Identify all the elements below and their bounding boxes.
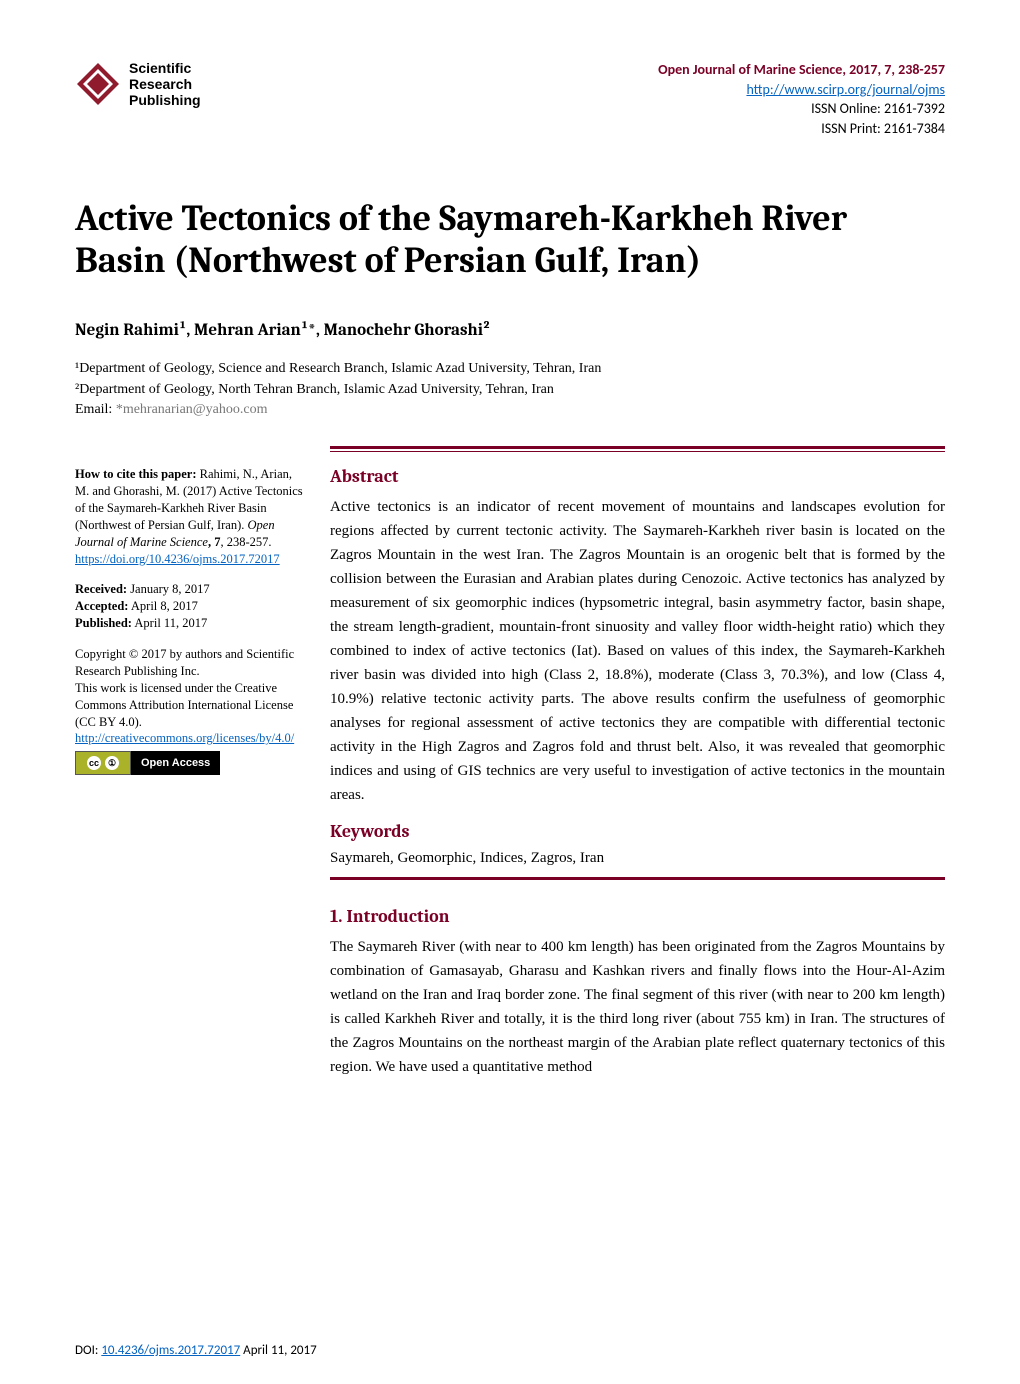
- dates-block: Received: January 8, 2017 Accepted: Apri…: [75, 581, 308, 632]
- open-access-badge: cc ① Open Access: [75, 751, 308, 775]
- citation-block: How to cite this paper: Rahimi, N., Aria…: [75, 466, 308, 567]
- by-circle-icon: ①: [105, 756, 119, 770]
- affiliation-2: ²Department of Geology, North Tehran Bra…: [75, 379, 945, 400]
- section-rule-top-thick: [330, 446, 945, 449]
- footer-doi-link[interactable]: 10.4236/ojms.2017.72017: [101, 1343, 240, 1358]
- cc-by-icon: cc ①: [75, 751, 131, 775]
- introduction-section: 1. Introduction The Saymareh River (with…: [330, 906, 945, 1079]
- publisher-name: Scientific Research Publishing: [129, 60, 201, 108]
- section-rule-bottom: [330, 877, 945, 880]
- journal-url-link[interactable]: http://www.scirp.org/journal/ojms: [746, 81, 945, 98]
- copyright-block: Copyright © 2017 by authors and Scientif…: [75, 646, 308, 775]
- section-rule-top-thin: [330, 451, 945, 452]
- footer-doi-label: DOI:: [75, 1343, 101, 1358]
- footer-date: April 11, 2017: [240, 1343, 316, 1358]
- sidebar: How to cite this paper: Rahimi, N., Aria…: [75, 466, 308, 867]
- intro-text: The Saymareh River (with near to 400 km …: [330, 935, 945, 1079]
- received-value: January 8, 2017: [127, 582, 210, 596]
- publisher-logo: Scientific Research Publishing: [75, 60, 201, 108]
- issn-print: ISSN Print: 2161-7384: [658, 119, 945, 139]
- abstract-text: Active tectonics is an indicator of rece…: [330, 495, 945, 807]
- affiliation-1: ¹Department of Geology, Science and Rese…: [75, 358, 945, 379]
- published-value: April 11, 2017: [132, 616, 207, 630]
- keywords-text: Saymareh, Geomorphic, Indices, Zagros, I…: [330, 850, 945, 867]
- corresponding-email: Email: *mehranarian@yahoo.com: [75, 402, 945, 418]
- page-header: Scientific Research Publishing Open Jour…: [75, 60, 945, 138]
- received-label: Received:: [75, 582, 127, 596]
- published-label: Published:: [75, 616, 132, 630]
- author-list: Negin Rahimi¹, Mehran Arian¹*, Manochehr…: [75, 321, 945, 340]
- cc-circle-icon: cc: [87, 756, 101, 770]
- license-text: This work is licensed under the Creative…: [75, 680, 308, 731]
- content-columns: How to cite this paper: Rahimi, N., Aria…: [75, 466, 945, 867]
- issn-online: ISSN Online: 2161-7392: [658, 99, 945, 119]
- page-footer: DOI: 10.4236/ojms.2017.72017 April 11, 2…: [75, 1343, 317, 1358]
- logo-line2: Research: [129, 76, 201, 92]
- journal-citation: Open Journal of Marine Science, 2017, 7,…: [658, 60, 945, 80]
- email-value: *mehranarian@yahoo.com: [116, 402, 268, 417]
- email-label: Email:: [75, 402, 112, 417]
- intro-heading: 1. Introduction: [330, 906, 945, 927]
- keywords-heading: Keywords: [330, 821, 945, 842]
- main-column: Abstract Active tectonics is an indicato…: [330, 466, 945, 867]
- open-access-label: Open Access: [131, 751, 220, 775]
- abstract-heading: Abstract: [330, 466, 945, 487]
- accepted-label: Accepted:: [75, 599, 128, 613]
- cite-label: How to cite this paper:: [75, 467, 197, 481]
- logo-line1: Scientific: [129, 60, 201, 76]
- logo-line3: Publishing: [129, 92, 201, 108]
- copyright-text: Copyright © 2017 by authors and Scientif…: [75, 646, 308, 680]
- doi-link[interactable]: https://doi.org/10.4236/ojms.2017.72017: [75, 552, 280, 566]
- srp-logo-icon: [75, 61, 121, 107]
- license-url-link[interactable]: http://creativecommons.org/licenses/by/4…: [75, 731, 294, 745]
- paper-title: Active Tectonics of the Saymareh-Karkheh…: [75, 198, 945, 281]
- cite-pages: , 238-257.: [220, 535, 271, 549]
- cite-vol: , 7: [208, 535, 221, 549]
- accepted-value: April 8, 2017: [128, 599, 197, 613]
- journal-meta: Open Journal of Marine Science, 2017, 7,…: [658, 60, 945, 138]
